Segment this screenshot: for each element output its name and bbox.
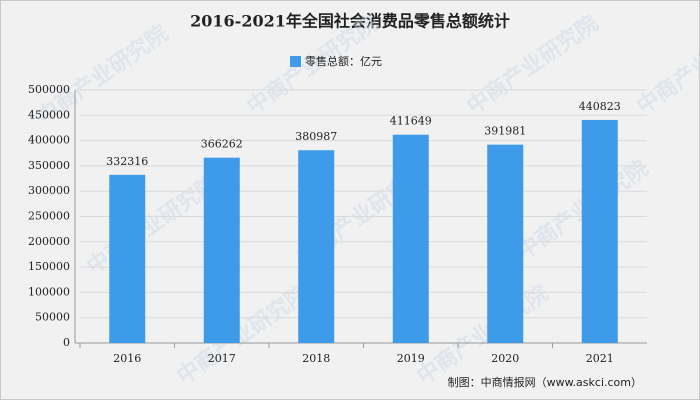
y-tick-label: 150000 bbox=[28, 260, 70, 273]
y-tick-label: 100000 bbox=[28, 285, 70, 298]
y-tick-label: 50000 bbox=[35, 311, 70, 324]
x-tick-label: 2020 bbox=[491, 352, 519, 365]
bar bbox=[109, 174, 146, 343]
x-tick-label: 2018 bbox=[302, 352, 330, 365]
legend-swatch bbox=[290, 56, 301, 67]
legend-label: 零售总额：亿元 bbox=[305, 54, 382, 68]
bar bbox=[581, 119, 618, 343]
bar bbox=[487, 144, 524, 343]
y-tick-label: 350000 bbox=[28, 159, 70, 172]
x-tick-label: 2017 bbox=[208, 352, 236, 365]
x-tick-label: 2016 bbox=[113, 352, 141, 365]
bar bbox=[298, 150, 335, 343]
y-tick-label: 250000 bbox=[28, 210, 70, 223]
y-tick-label: 450000 bbox=[28, 108, 70, 121]
value-label: 391981 bbox=[484, 125, 526, 138]
value-label: 332316 bbox=[106, 155, 148, 168]
value-label: 380987 bbox=[295, 130, 337, 143]
value-label: 411649 bbox=[390, 115, 432, 128]
y-tick-label: 300000 bbox=[28, 184, 70, 197]
source-note: 制图：中商情报网（www.askci.com） bbox=[448, 375, 642, 389]
y-tick-label: 200000 bbox=[28, 235, 70, 248]
bar bbox=[203, 157, 240, 343]
y-tick-label: 400000 bbox=[28, 134, 70, 147]
y-tick-label: 500000 bbox=[28, 83, 70, 96]
value-label: 440823 bbox=[579, 100, 621, 113]
y-tick-label: 0 bbox=[63, 336, 70, 349]
bar bbox=[392, 134, 429, 343]
x-tick-label: 2019 bbox=[397, 352, 425, 365]
x-tick-label: 2021 bbox=[586, 352, 614, 365]
chart-title: 2016-2021年全国社会消费品零售总额统计 bbox=[190, 12, 510, 31]
value-label: 366262 bbox=[201, 138, 243, 151]
